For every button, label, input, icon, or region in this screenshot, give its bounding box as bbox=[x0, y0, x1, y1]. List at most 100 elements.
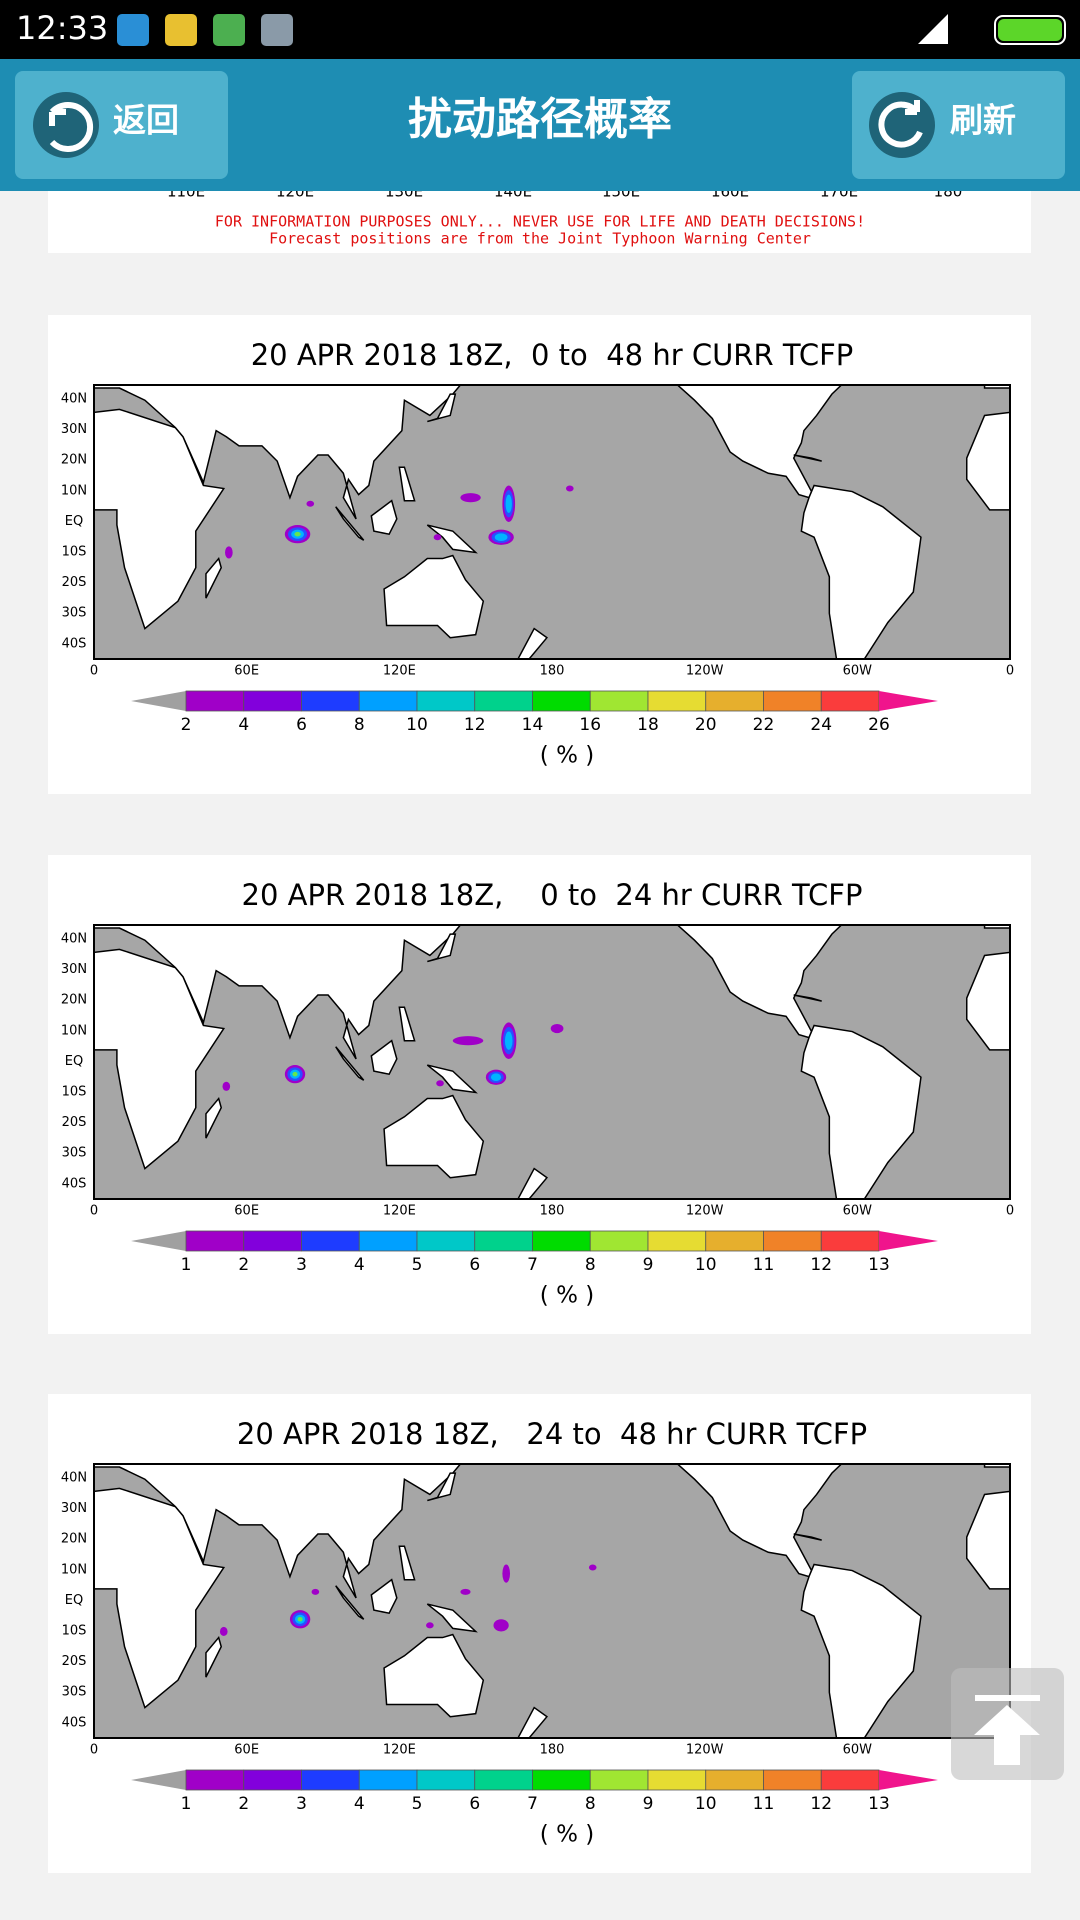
probability-area bbox=[493, 1619, 509, 1632]
colorbar-segment bbox=[589, 1769, 649, 1791]
land bbox=[965, 1490, 1010, 1590]
probability-area bbox=[460, 1588, 471, 1595]
colorbar-segment bbox=[358, 690, 418, 712]
land bbox=[800, 1024, 922, 1199]
land bbox=[335, 1046, 365, 1081]
lat-label: 20N bbox=[61, 993, 87, 1008]
land bbox=[94, 948, 226, 1170]
land bbox=[370, 499, 398, 536]
land bbox=[965, 411, 1010, 511]
probability-area bbox=[436, 1080, 444, 1087]
lat-label: EQ bbox=[65, 1054, 83, 1069]
lat-label: 30N bbox=[61, 1501, 87, 1516]
probability-area bbox=[588, 1564, 597, 1571]
lon-label: 180 bbox=[540, 664, 565, 679]
lon-label: 120E bbox=[383, 1204, 416, 1219]
land bbox=[800, 1563, 922, 1738]
colorbar-segment bbox=[763, 690, 822, 712]
map-card: 20 APR 2018 18Z, 0 to 24 hr CURR TCFP 40N… bbox=[48, 855, 1031, 1334]
probability-area bbox=[565, 485, 574, 492]
scroll-top-button[interactable] bbox=[951, 1668, 1064, 1780]
land bbox=[335, 506, 365, 541]
colorbar-label: 8 bbox=[354, 715, 365, 735]
map-layer bbox=[94, 1464, 1010, 1738]
map-title: 20 APR 2018 18Z, 0 to 24 hr CURR TCFP bbox=[242, 878, 863, 912]
probability-area bbox=[504, 1031, 513, 1050]
lat-label: 20S bbox=[62, 1115, 87, 1130]
land bbox=[383, 1094, 485, 1179]
colorbar-segment bbox=[705, 690, 764, 712]
colorbar-label: 7 bbox=[527, 1255, 538, 1275]
colorbar-segment bbox=[416, 690, 476, 712]
colorbar-label: 13 bbox=[868, 1255, 890, 1275]
probability-area bbox=[505, 494, 512, 513]
colorbar-label: 4 bbox=[354, 1255, 365, 1275]
land bbox=[800, 484, 922, 659]
lon-label: 60W bbox=[843, 1204, 873, 1219]
land bbox=[205, 556, 223, 599]
colorbar-segment bbox=[763, 1769, 822, 1791]
colorbar-label: 11 bbox=[753, 1794, 775, 1814]
colorbar-segment bbox=[185, 1769, 245, 1791]
land bbox=[426, 1603, 478, 1633]
back-button[interactable]: 返回 bbox=[15, 71, 228, 179]
status-icon bbox=[261, 14, 293, 46]
lat-label: 40N bbox=[61, 932, 87, 947]
lon-label: 60E bbox=[234, 1743, 259, 1758]
colorbar-segment bbox=[358, 1769, 418, 1791]
colorbar-segment bbox=[705, 1769, 764, 1791]
probability-area bbox=[460, 493, 481, 503]
back-label: 返回 bbox=[113, 101, 179, 140]
colorbar-label: 24 bbox=[810, 715, 832, 735]
land bbox=[398, 1545, 416, 1581]
colorbar-segment bbox=[532, 1230, 591, 1252]
colorbar-segment bbox=[416, 1230, 476, 1252]
lon-label: 0 bbox=[90, 664, 98, 679]
colorbar-label: 8 bbox=[585, 1255, 596, 1275]
colorbar-label: 9 bbox=[643, 1255, 654, 1275]
land bbox=[370, 1578, 398, 1615]
unit-label: ( % ) bbox=[540, 1822, 594, 1848]
lat-label: 10S bbox=[62, 1085, 87, 1100]
colorbar-label: 9 bbox=[643, 1794, 654, 1814]
land bbox=[94, 1464, 462, 1599]
colorbar-segment bbox=[185, 1230, 245, 1252]
colorbar-label: 2 bbox=[238, 1255, 249, 1275]
map-card: 20 APR 2018 18Z, 24 to 48 hr CURR TCFP40… bbox=[48, 1394, 1031, 1873]
colorbar-label: 6 bbox=[469, 1794, 480, 1814]
lon-label: 120E bbox=[383, 1743, 416, 1758]
scroll-top-arrow bbox=[974, 1705, 1040, 1765]
lat-label: EQ bbox=[65, 514, 83, 529]
land bbox=[427, 393, 457, 423]
colorbar-segment bbox=[474, 690, 533, 712]
notice: Forecast positions are from the Joint Ty… bbox=[269, 230, 811, 248]
probability-area bbox=[452, 1036, 484, 1046]
colorbar-label: 5 bbox=[412, 1255, 423, 1275]
colorbar-label: 8 bbox=[585, 1794, 596, 1814]
probability-area bbox=[433, 534, 442, 541]
scroll-top-bar bbox=[975, 1695, 1040, 1701]
colorbar-segment bbox=[243, 1769, 302, 1791]
probability-area bbox=[294, 531, 301, 537]
lat-label: EQ bbox=[65, 1593, 83, 1608]
lon-label: 120W bbox=[686, 1743, 724, 1758]
colorbar-label: 10 bbox=[695, 1255, 717, 1275]
colorbar-over bbox=[879, 1770, 938, 1790]
lat-label: 10S bbox=[62, 1624, 87, 1639]
colorbar-label: 26 bbox=[868, 715, 890, 735]
map-frame bbox=[93, 384, 1011, 660]
map-layer bbox=[94, 925, 1010, 1199]
colorbar-label: 12 bbox=[810, 1255, 832, 1275]
lat-label: 10S bbox=[62, 545, 87, 560]
refresh-button[interactable]: 刷新 bbox=[852, 71, 1065, 179]
lon-label: 0 bbox=[1006, 664, 1014, 679]
lon-label: 180 bbox=[540, 1743, 565, 1758]
colorbar-label: 12 bbox=[464, 715, 486, 735]
colorbar-segment bbox=[589, 690, 649, 712]
land bbox=[94, 385, 462, 520]
colorbar-label: 13 bbox=[868, 1794, 890, 1814]
colorbar-segment bbox=[532, 1769, 591, 1791]
colorbar-segment bbox=[474, 1769, 533, 1791]
land bbox=[94, 925, 462, 1060]
probability-area bbox=[311, 1588, 320, 1595]
